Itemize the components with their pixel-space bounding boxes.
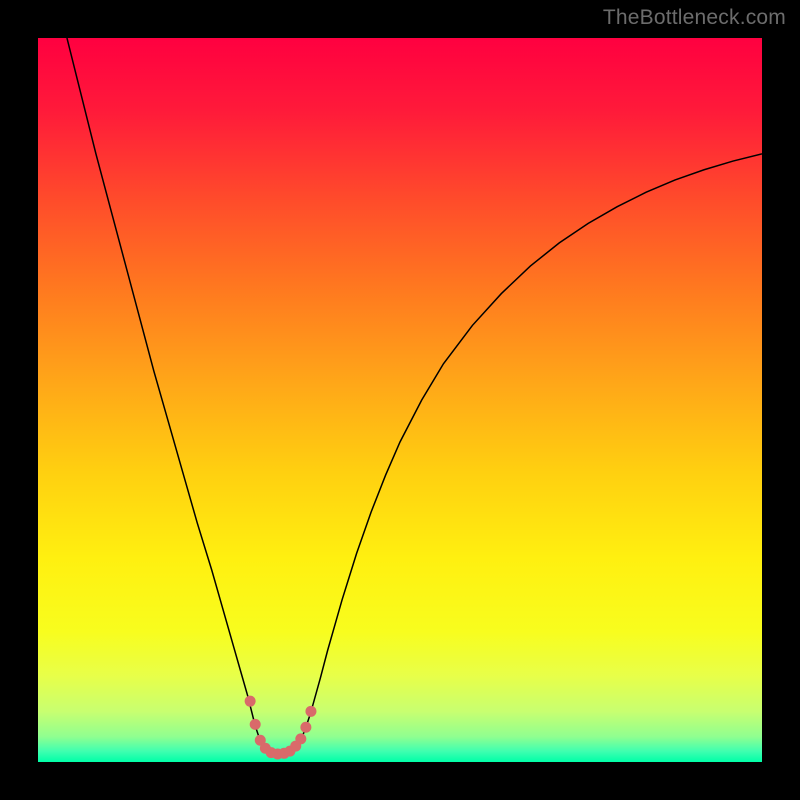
bottleneck-markers <box>38 38 762 762</box>
plot-area <box>38 38 762 762</box>
watermark: TheBottleneck.com <box>603 6 786 30</box>
